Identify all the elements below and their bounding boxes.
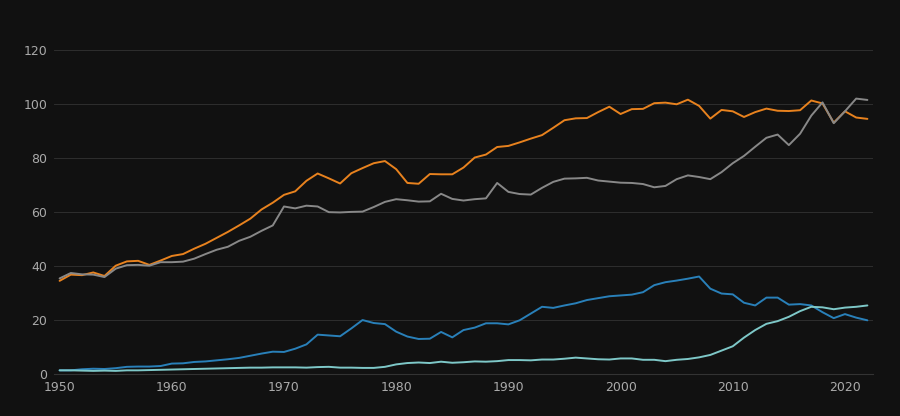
Exports [739, 335, 750, 340]
Production [750, 144, 760, 149]
Consumption [234, 223, 245, 228]
Production [850, 96, 861, 101]
Imports [323, 333, 334, 338]
Imports [458, 327, 469, 332]
Exports [469, 359, 480, 364]
Production [862, 97, 873, 102]
Imports [761, 295, 772, 300]
Line: Exports: Exports [59, 305, 868, 371]
Exports [795, 309, 806, 314]
Imports [234, 355, 245, 360]
Exports [245, 365, 256, 370]
Exports [54, 368, 65, 373]
Production [458, 198, 469, 203]
Consumption [761, 106, 772, 111]
Consumption [795, 108, 806, 113]
Consumption [323, 176, 334, 181]
Exports [88, 369, 99, 374]
Exports [761, 321, 772, 326]
Imports [862, 318, 873, 323]
Production [234, 238, 245, 243]
Line: Production: Production [59, 99, 868, 278]
Consumption [862, 116, 873, 121]
Consumption [739, 114, 750, 119]
Imports [795, 302, 806, 307]
Imports [694, 274, 705, 279]
Line: Consumption: Consumption [59, 100, 868, 281]
Line: Imports: Imports [59, 277, 868, 370]
Exports [335, 365, 346, 370]
Exports [862, 303, 873, 308]
Production [784, 143, 795, 148]
Consumption [54, 278, 65, 283]
Production [727, 161, 738, 166]
Production [323, 210, 334, 215]
Consumption [682, 97, 693, 102]
Production [54, 276, 65, 281]
Imports [739, 300, 750, 305]
Imports [54, 368, 65, 373]
Consumption [458, 165, 469, 170]
